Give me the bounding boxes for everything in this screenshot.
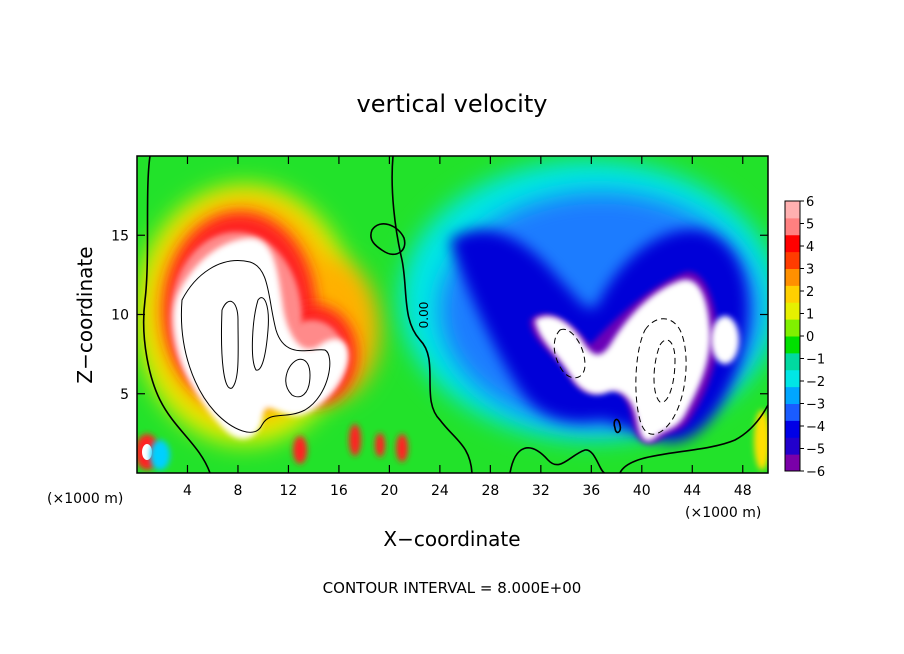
- contour-label: 0.00: [417, 302, 431, 329]
- colorbar-tick-label: 5: [806, 218, 814, 233]
- colorbar-segment: [785, 454, 800, 472]
- colorbar-segment: [785, 352, 800, 371]
- plot-area: [137, 156, 768, 473]
- colorbar-tick-label: 3: [806, 263, 814, 278]
- chart-title: vertical velocity: [357, 90, 548, 118]
- positive-contours: [180, 260, 331, 433]
- colorbar-tick-label: 0: [806, 330, 814, 345]
- y-tick-label: 15: [111, 228, 129, 244]
- colorbar-tick-label: −5: [806, 443, 825, 458]
- x-tick-label: 28: [481, 483, 499, 499]
- colorbar-segment: [785, 201, 800, 219]
- x-unit-label-left: (×1000 m): [47, 491, 123, 507]
- updraft-region: [137, 185, 380, 445]
- x-tick-label: 36: [582, 483, 600, 499]
- contour-interval-note: CONTOUR INTERVAL = 8.000E+00: [323, 579, 582, 597]
- colorbar-tick-label: 2: [806, 285, 814, 300]
- downdraft-region: [400, 160, 768, 444]
- x-tick-label: 44: [683, 483, 701, 499]
- colorbar-segment: [785, 403, 800, 421]
- x-unit-label-right: (×1000 m): [685, 505, 761, 521]
- zero-contours: [142, 156, 768, 473]
- colorbar-segment: [785, 234, 800, 253]
- colorbar-segment: [785, 285, 800, 303]
- colorbar-tick-label: 4: [806, 240, 814, 255]
- colorbar: 6 5 4 3 2 1 0 −1 −2 −3 −4 −5 −6: [784, 195, 825, 480]
- x-tick-label: 16: [330, 483, 348, 499]
- colorbar-tick-label: −4: [806, 420, 825, 435]
- x-tick-label: 48: [734, 483, 752, 499]
- colorbar-tick-label: 1: [806, 308, 814, 323]
- x-tick-label: 40: [633, 483, 651, 499]
- colorbar-tick-label: −6: [806, 465, 825, 480]
- x-axis-label: X−coordinate: [383, 527, 520, 551]
- colorbar-segment: [785, 302, 800, 320]
- colorbar-segment: [785, 386, 800, 404]
- colorbar-tick-label: −3: [806, 398, 825, 413]
- x-tick-label: 4: [183, 483, 192, 499]
- surface-cells: [137, 410, 768, 470]
- negative-contours: [553, 318, 687, 435]
- y-axis-ticks: 5 10 15: [111, 228, 768, 403]
- y-tick-label: 5: [120, 387, 129, 403]
- colorbar-segment: [785, 319, 800, 337]
- colorbar-segment: [785, 217, 800, 236]
- colorbar-segment: [785, 437, 800, 455]
- x-tick-label: 32: [532, 483, 550, 499]
- x-tick-label: 24: [431, 483, 449, 499]
- colorbar-tick-label: 6: [806, 195, 814, 210]
- colorbar-segment: [785, 268, 800, 286]
- colorbar-segment: [785, 336, 800, 354]
- x-tick-label: 20: [380, 483, 398, 499]
- colorbar-tick-label: −1: [806, 353, 825, 368]
- x-axis-ticks: 4 8 12 16 20 24 28 32 36 40 44 48: [183, 156, 752, 499]
- y-axis-label: Z−coordinate: [73, 246, 97, 383]
- colorbar-tick-label: −2: [806, 375, 825, 390]
- x-tick-label: 8: [233, 483, 242, 499]
- y-tick-label: 10: [111, 308, 129, 324]
- x-tick-label: 12: [280, 483, 298, 499]
- colorbar-segment: [785, 251, 800, 269]
- colorbar-segment: [785, 420, 800, 438]
- colorbar-segment: [785, 369, 800, 388]
